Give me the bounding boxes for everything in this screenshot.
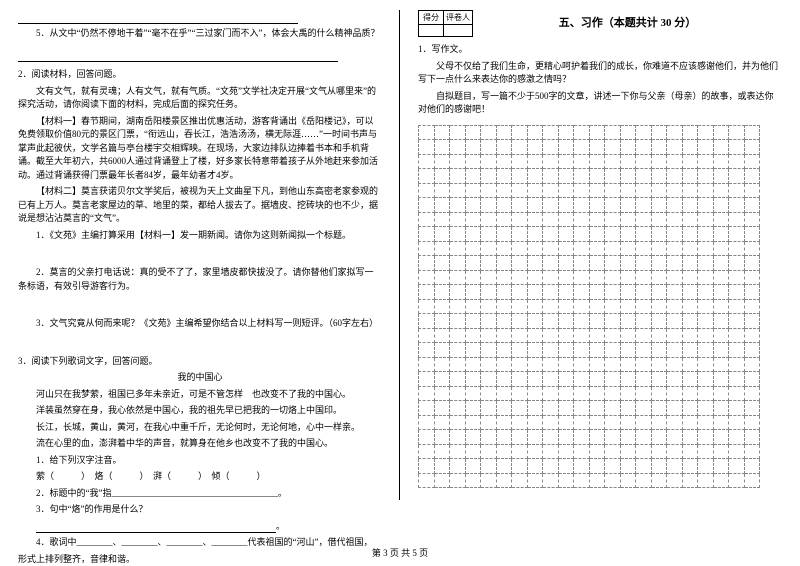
- question-3-1: 1．给下列汉字注音。: [18, 454, 382, 468]
- score-label-1: 得分: [418, 10, 444, 25]
- song-title: 我的中国心: [18, 371, 382, 385]
- section-header: 得分 评卷人 五、习作（本题共计 30 分）: [418, 10, 782, 37]
- lyric-4: 流在心里的血，澎湃着中华的声音，就算身在他乡也改变不了我的中国心。: [18, 437, 382, 451]
- score-box: 得分 评卷人: [418, 10, 473, 37]
- lyric-3: 长江，长城，黄山，黄河，在我心中重千斤，无论何时，无论何地，心中一样亲。: [18, 421, 382, 435]
- score-label-2: 评卷人: [444, 10, 473, 25]
- spacer: [18, 334, 382, 352]
- material-1: 【材料一】春节期间，湖南岳阳楼景区推出优惠活动，游客背诵出《岳阳楼记》，可以免费…: [18, 115, 382, 183]
- blank-answer-line: [18, 10, 382, 24]
- question-1-writing: 1．写作文。: [418, 43, 782, 57]
- page-number: 第 3 页 共 5 页: [0, 546, 800, 559]
- question-5: 5．从文中“仍然不停地干着”“毫不在乎”“三过家门而不入”，体会大禹的什么精神品…: [18, 27, 382, 41]
- section-5-title: 五、习作（本题共计 30 分）: [473, 10, 782, 30]
- score-blank-2[interactable]: [444, 25, 473, 37]
- section-2-intro: 2．阅读材料，回答问题。: [18, 68, 382, 82]
- writing-prompt-1: 父母不仅给了我们生命，更精心呵护着我们的成长，你难道不应该感谢他们，并为他们写下…: [418, 60, 782, 87]
- section-3-intro: 3．阅读下列歌词文字，回答问题。: [18, 355, 382, 369]
- material-2: 【材料二】莫言获诺贝尔文学奖后，被视为天上文曲星下凡，到他山东高密老家参观的已有…: [18, 185, 382, 226]
- question-2-3: 3．文气究竟从何而来呢？《文苑》主编希望你结合以上材料写一则短评。（60字左右）: [18, 317, 382, 331]
- question-3-1-blanks: 萦（ ） 烙（ ） 湃（ ） 倾（ ）: [18, 470, 382, 484]
- question-3-3: 3．句中“烙”的作用是什么？: [18, 503, 382, 517]
- writing-prompt-2: 自拟题目，写一篇不少于500字的文章，讲述一下你与父亲（母亲）的故事，或表达你对…: [418, 90, 782, 117]
- question-2-2: 2．莫言的父亲打电话说：真的受不了了，家里墙皮都快拔没了。请你替他们家拟写一条标…: [18, 266, 382, 293]
- left-column: 5．从文中“仍然不停地干着”“毫不在乎”“三过家门而不入”，体会大禹的什么精神品…: [0, 0, 400, 565]
- spacer: [18, 296, 382, 314]
- writing-grid[interactable]: [418, 125, 760, 489]
- para-1: 文有文气，就有灵魂；人有文气，就有气质。“文苑”文学社决定开展“文气从哪里来”的…: [18, 85, 382, 112]
- question-3-2: 2．标题中的“我”指______________________________…: [18, 487, 382, 501]
- lyric-1: 河山只在我梦萦，祖国已多年未亲近，可是不管怎样 也改变不了我的中国心。: [18, 388, 382, 402]
- lyric-2: 洋装虽然穿在身，我心依然是中国心，我的祖先早已把我的一切烙上中国印。: [18, 404, 382, 418]
- blank-answer-line-2: [18, 43, 382, 62]
- blank-answer-line-3: 。: [18, 520, 382, 534]
- question-2-1: 1．《文苑》主编打算采用【材料一】发一期新闻。请你为这则新闻拟一个标题。: [18, 229, 382, 243]
- spacer: [18, 245, 382, 263]
- right-column: 得分 评卷人 五、习作（本题共计 30 分） 1．写作文。 父母不仅给了我们生命…: [400, 0, 800, 565]
- score-blank-1[interactable]: [418, 25, 444, 37]
